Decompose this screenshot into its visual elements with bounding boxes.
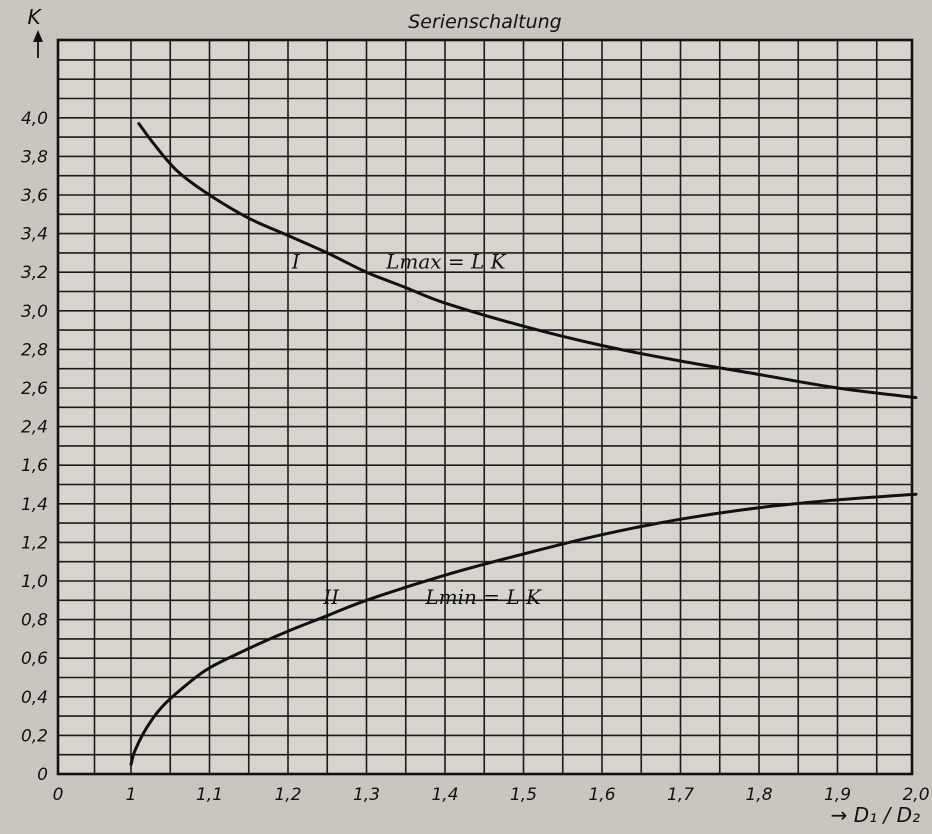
y-tick-label: 3,6 <box>21 186 48 206</box>
y-tick-label: 0,2 <box>21 726 48 746</box>
x-tick-label: 1,1 <box>196 785 223 805</box>
y-tick-label: 1,4 <box>21 495 48 515</box>
series-line-II <box>129 492 918 766</box>
y-tick-label: 3,8 <box>21 147 48 167</box>
y-tick-label: 1,0 <box>21 572 48 592</box>
x-tick-label: 0 <box>53 785 64 805</box>
x-tick-label: 1,2 <box>274 785 301 805</box>
y-tick-label: 3,4 <box>21 225 48 245</box>
x-tick-label: 1,3 <box>353 785 380 805</box>
y-axis-label: K <box>27 5 42 29</box>
y-tick-label: 0,6 <box>21 649 48 669</box>
y-tick-label: 0,8 <box>21 611 48 631</box>
x-tick-label: 1,4 <box>431 785 458 805</box>
x-tick-label: 1,9 <box>824 785 851 805</box>
y-tick-label: 3,0 <box>21 302 48 322</box>
curve-I-annotation: Lmax = L K <box>385 249 507 273</box>
x-tick-label: 1 <box>126 785 137 805</box>
curves-layer <box>129 122 918 766</box>
y-tick-label: 3,2 <box>21 263 48 283</box>
x-axis-label: → D₁ / D₂ <box>831 803 920 827</box>
ticks-layer: 0 1 1,1 1,2 1,3 1,4 1,5 1,6 1,7 1,8 1,9 2,0 0 0,2 0,4 0… <box>21 109 930 805</box>
y-tick-label: 0 <box>37 765 48 785</box>
x-tick-label: 1,8 <box>745 785 772 805</box>
y-tick-label: 1,2 <box>21 533 48 553</box>
plot-frame <box>56 38 914 776</box>
y-tick-label: 1,6 <box>21 456 48 476</box>
y-tick-label: 0,4 <box>21 688 48 708</box>
curve-II-annotation: Lmin = L K <box>424 585 542 609</box>
x-tick-label: 2,0 <box>902 785 929 805</box>
curve-II-label: II <box>322 585 340 609</box>
grid-layer <box>58 40 912 774</box>
series-line-I <box>137 122 918 400</box>
y-tick-label: 2,8 <box>21 340 48 360</box>
y-axis-arrow-head <box>33 30 43 42</box>
x-tick-label: 1,7 <box>667 785 694 805</box>
y-tick-label: 2,4 <box>21 418 48 438</box>
curve-I-label: I <box>291 249 301 273</box>
y-tick-label: 2,6 <box>21 379 48 399</box>
chart-title: Serienschaltung <box>408 11 561 33</box>
x-tick-label: 1,6 <box>588 785 615 805</box>
y-tick-label: 4,0 <box>21 109 48 129</box>
x-tick-label: 1,5 <box>510 785 537 805</box>
